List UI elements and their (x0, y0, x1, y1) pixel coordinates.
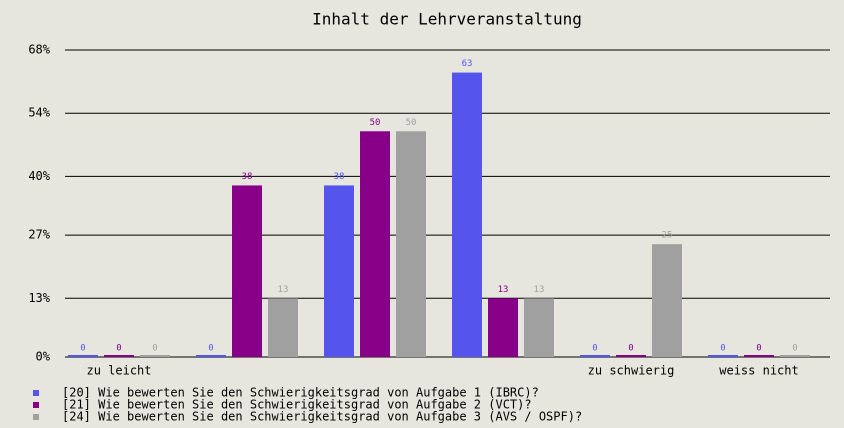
legend-marker (33, 390, 39, 396)
bar (580, 355, 610, 357)
x-tick-label: zu schwierig (588, 364, 675, 378)
value-label: 50 (406, 118, 417, 128)
value-label: 0 (628, 344, 633, 354)
value-label: 0 (208, 344, 213, 354)
bar (744, 355, 774, 357)
bar (396, 131, 426, 357)
y-tick-label: 40% (28, 169, 50, 183)
legend-label: [24] Wie bewerten Sie den Schwierigkeits… (62, 410, 582, 424)
y-tick-label: 54% (28, 106, 50, 120)
value-label: 0 (152, 344, 157, 354)
bar (524, 298, 554, 357)
bar (324, 185, 354, 357)
y-tick-label: 0% (36, 350, 51, 364)
value-label: 38 (242, 172, 253, 182)
y-tick-label: 68% (28, 43, 50, 57)
bar (708, 355, 738, 357)
bar (652, 244, 682, 357)
value-label: 13 (534, 285, 545, 295)
bar (488, 298, 518, 357)
y-tick-label: 13% (28, 291, 50, 305)
bar (780, 355, 810, 357)
x-tick-label: weiss nicht (719, 364, 798, 378)
value-label: 38 (334, 172, 345, 182)
value-label: 63 (462, 59, 473, 69)
bar (196, 355, 226, 357)
value-label: 0 (792, 344, 797, 354)
value-label: 0 (756, 344, 761, 354)
chart-title: Inhalt der Lehrveranstaltung (312, 10, 582, 29)
y-tick-label: 27% (28, 228, 50, 242)
value-label: 13 (278, 285, 289, 295)
legend-label: [20] Wie bewerten Sie den Schwierigkeits… (62, 386, 539, 400)
bar (104, 355, 134, 357)
bar (232, 185, 262, 357)
value-label: 0 (80, 344, 85, 354)
bar (268, 298, 298, 357)
bar (452, 72, 482, 357)
value-label: 0 (720, 344, 725, 354)
value-label: 25 (662, 231, 673, 241)
value-label: 13 (498, 285, 509, 295)
bar (68, 355, 98, 357)
x-tick-label: zu leicht (86, 364, 151, 378)
bar (360, 131, 390, 357)
value-label: 0 (592, 344, 597, 354)
bar (616, 355, 646, 357)
value-label: 0 (116, 344, 121, 354)
legend-marker (33, 414, 39, 420)
legend-marker (33, 402, 39, 408)
legend-label: [21] Wie bewerten Sie den Schwierigkeits… (62, 398, 532, 412)
value-label: 50 (370, 118, 381, 128)
bar (140, 355, 170, 357)
